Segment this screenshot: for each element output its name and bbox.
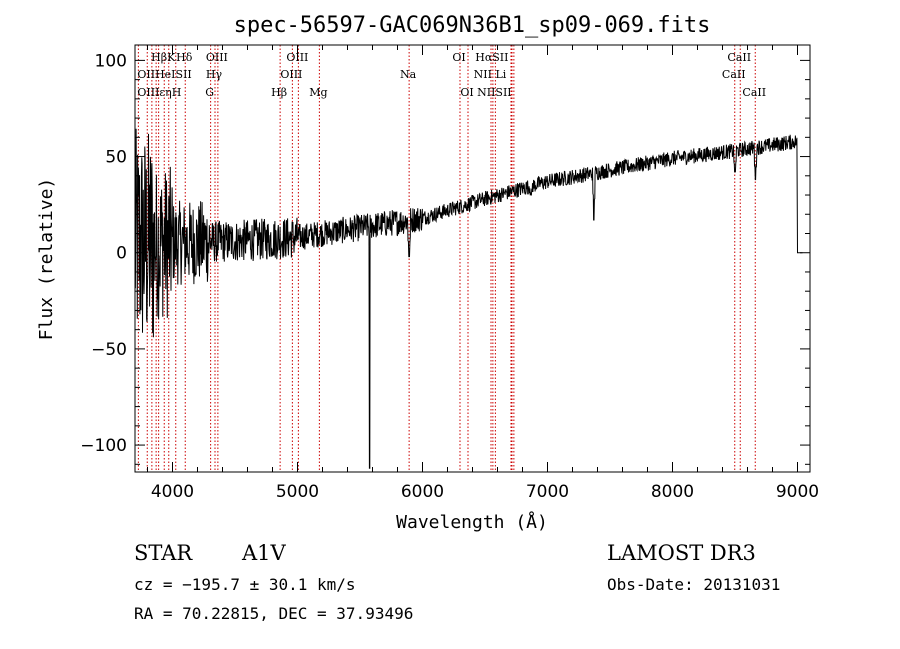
spectral-line-label: Na (400, 68, 417, 81)
x-tick-label: 8000 (651, 482, 694, 502)
chart-title: spec-56597-GAC069N36B1_sp09-069.fits (234, 13, 711, 38)
spectral-line-label: NII Li (474, 68, 507, 81)
y-tick-label: −50 (91, 340, 127, 360)
spectral-line-label: OI (460, 86, 473, 99)
x-axis: 4000 5000 6000 7000 8000 9000 (147, 45, 819, 502)
spectral-line-label: CaII (742, 86, 766, 99)
spectral-line-label: OIII (286, 51, 308, 64)
spectral-line-label: NIISII (477, 86, 512, 99)
spectral-line-labels: HβK Hδ OIII OIII OI HαSII CaII OIIHeISII Hγ OIII N… (137, 51, 766, 99)
spectral-line-label: HαSII (475, 51, 508, 64)
spectral-line-label: OI (452, 51, 465, 64)
y-tick-label: 50 (105, 148, 127, 168)
spectral-line-label: OIII (206, 51, 228, 64)
observation-date: Obs-Date: 20131031 (607, 575, 780, 594)
x-axis-label: Wavelength (Å) (396, 511, 548, 533)
y-tick-label: −100 (80, 436, 127, 456)
spectral-line-label: OIIHeISII (137, 68, 191, 81)
spectral-line-label: Hβ (271, 86, 287, 99)
spectral-line-label: OIII (280, 68, 302, 81)
y-tick-label: 0 (116, 244, 127, 264)
spectral-line-label: Hδ (176, 51, 193, 64)
spectral-line-markers (137, 45, 756, 472)
spectral-line-label: Mg (309, 86, 327, 99)
x-tick-label: 9000 (776, 482, 819, 502)
object-class: STAR (134, 541, 193, 565)
y-axis-label: Flux (relative) (36, 178, 57, 341)
x-tick-label: 4000 (151, 482, 194, 502)
spectrum-series-line (134, 128, 803, 469)
y-axis: −100 −50 0 50 100 (80, 51, 810, 465)
spectral-line-label: CaII (722, 68, 746, 81)
object-subclass: A1V (241, 541, 287, 565)
spectral-line-label: G (205, 86, 214, 99)
x-tick-label: 5000 (276, 482, 319, 502)
spectral-line-label: OIIIεηH (137, 86, 181, 99)
survey-name: LAMOST DR3 (607, 541, 756, 565)
redshift-velocity: cz = −195.7 ± 30.1 km/s (134, 575, 356, 594)
x-tick-label: 7000 (526, 482, 569, 502)
spectral-line-label: CaII (727, 51, 751, 64)
y-tick-label: 100 (95, 51, 127, 71)
plot-frame (134, 44, 811, 473)
spectral-line-label: HβK (151, 51, 176, 64)
x-tick-label: 6000 (401, 482, 444, 502)
sky-coordinates: RA = 70.22815, DEC = 37.93496 (134, 604, 413, 623)
spectral-line-label: Hγ (206, 68, 223, 81)
